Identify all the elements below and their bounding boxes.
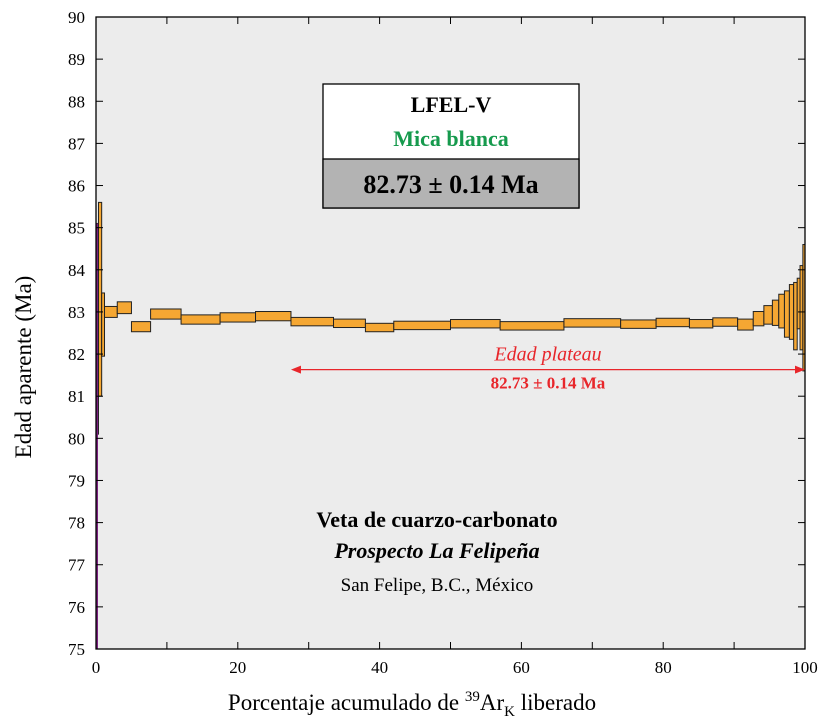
x-tick-label: 0	[92, 658, 101, 677]
plateau-age-box: 82.73 ± 0.14 Ma	[363, 170, 538, 199]
y-tick-label: 85	[68, 219, 85, 238]
x-tick-label: 20	[229, 658, 246, 677]
plateau-label: Edad plateau	[493, 344, 601, 366]
x-axis-title-element: Ar	[480, 690, 505, 715]
y-tick-label: 78	[68, 514, 85, 533]
age-step-13	[364, 322, 395, 333]
age-step-5	[116, 301, 132, 315]
y-tick-label: 80	[68, 429, 85, 448]
age-step-25	[771, 299, 780, 326]
age-step-27	[783, 290, 790, 338]
age-step-29	[793, 281, 798, 351]
age-step-14	[393, 320, 451, 331]
x-axis: 0 20 40 60 80 100	[92, 17, 818, 677]
y-tick-label: 83	[68, 303, 85, 322]
y-tick-label: 82	[68, 345, 85, 364]
age-step-12	[333, 318, 366, 329]
info-box-age-band	[322, 158, 580, 209]
y-tick-label: 75	[68, 640, 85, 659]
age-step-19	[655, 317, 690, 328]
x-axis-title: Porcentaje acumulado de 39ArK liberado	[228, 689, 596, 720]
x-tick-label: 40	[371, 658, 388, 677]
y-tick-label: 88	[68, 92, 85, 111]
age-step-15	[450, 319, 501, 329]
y-tick-label: 76	[68, 598, 85, 617]
age-step-18	[620, 319, 657, 329]
age-step-17	[563, 318, 622, 328]
age-step-28	[788, 284, 795, 340]
location-label: Veta de cuarzo-carbonato Prospecto La Fe…	[316, 507, 557, 596]
x-axis-title-subscript: K	[504, 704, 515, 720]
x-axis-title-superscript: 39	[465, 689, 480, 705]
place-name: San Felipe, B.C., México	[341, 575, 534, 596]
x-axis-title-prefix: Porcentaje acumulado de	[228, 690, 465, 715]
age-step-9	[219, 312, 257, 323]
y-tick-label: 89	[68, 50, 85, 69]
y-tick-label: 81	[68, 387, 85, 406]
y-tick-label: 77	[68, 556, 86, 575]
plateau-arrow-left-head	[290, 365, 301, 374]
x-axis-title-suffix: liberado	[515, 690, 596, 715]
prospect-name: Prospecto La Felipeña	[333, 538, 539, 563]
age-step-7	[150, 308, 182, 320]
x-tick-label: 80	[655, 658, 672, 677]
age-step-8	[180, 314, 221, 325]
plateau-age-label: 82.73 ± 0.14 Ma	[491, 374, 606, 393]
age-step-10	[255, 311, 292, 322]
y-axis-title: Edad aparente (Ma)	[11, 276, 36, 459]
age-step-26	[778, 293, 785, 329]
y-tick-label: 87	[68, 134, 86, 153]
x-tick-label: 100	[792, 658, 818, 677]
y-axis: 75 76 77 78 79 80 81 82 83 84 85 86 87 88 89 90	[68, 8, 805, 659]
plateau-indicator: Edad plateau 82.73 ± 0.14 Ma	[290, 344, 805, 393]
age-step-21	[712, 317, 739, 327]
sample-info-box: LFEL-V Mica blanca 82.73 ± 0.14 Ma	[322, 83, 580, 209]
age-step-6	[130, 321, 152, 333]
age-step-22	[737, 318, 754, 331]
sample-name: LFEL-V	[411, 92, 492, 117]
y-tick-label: 79	[68, 471, 85, 490]
plateau-arrow-right-head	[795, 365, 805, 374]
age-step-4	[104, 305, 118, 318]
mineral-name: Mica blanca	[393, 126, 509, 151]
y-tick-label: 84	[68, 261, 86, 280]
age-step-20	[688, 319, 714, 329]
x-tick-label: 60	[513, 658, 530, 677]
age-step-24	[763, 305, 773, 325]
y-tick-label: 90	[68, 8, 85, 27]
age-step-16	[499, 321, 565, 331]
age-step-11	[290, 316, 335, 327]
y-tick-label: 86	[68, 177, 85, 196]
age-step-3	[101, 292, 106, 357]
vein-description: Veta de cuarzo-carbonato	[316, 507, 557, 532]
age-step-23	[752, 311, 765, 327]
